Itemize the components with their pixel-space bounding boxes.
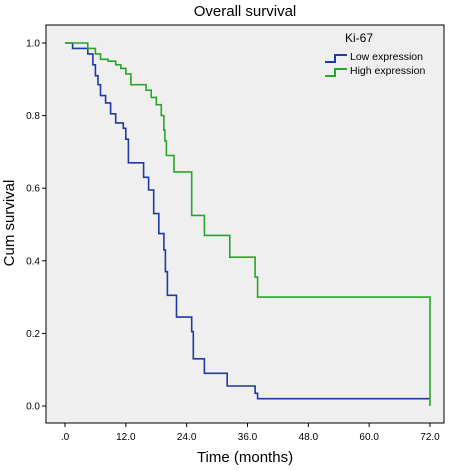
x-tick-label: 72.0 xyxy=(420,432,440,443)
legend-label-low-expression: Low expression xyxy=(350,51,423,63)
x-tick-label: 24.0 xyxy=(177,432,197,443)
y-tick-label: 1.0 xyxy=(26,39,40,50)
y-tick-label: 0.4 xyxy=(26,256,40,267)
x-axis-label: Time (months) xyxy=(197,449,293,466)
y-tick-label: 0.0 xyxy=(26,402,40,413)
y-axis-label: Cum survival xyxy=(1,180,18,267)
y-tick-label: 0.6 xyxy=(26,184,40,195)
y-tick-label: 0.2 xyxy=(26,329,40,340)
series-line-low-expression xyxy=(65,42,430,400)
y-tick-label: 0.8 xyxy=(26,111,40,122)
series-layer xyxy=(65,42,431,406)
x-tick-label: 48.0 xyxy=(299,432,319,443)
legend-swatch-low-expression xyxy=(325,54,347,63)
y-axis-ticks: 0.0 0.2 0.4 0.6 0.8 1.0 xyxy=(26,39,46,413)
chart-title: Overall survival xyxy=(194,3,297,20)
x-axis-ticks: .0 12.0 24.0 36.0 48.0 60.0 72.0 xyxy=(61,423,440,443)
x-tick-label: 36.0 xyxy=(238,432,258,443)
legend: Ki-67 Low expression High expression xyxy=(325,31,425,77)
x-tick-label: .0 xyxy=(61,432,70,443)
plot-area xyxy=(45,24,445,424)
legend-label-high-expression: High expression xyxy=(350,65,425,77)
legend-title: Ki-67 xyxy=(345,31,373,45)
legend-swatch-high-expression xyxy=(325,68,347,77)
series-line-high-expression xyxy=(65,42,431,406)
x-tick-label: 12.0 xyxy=(116,432,136,443)
x-tick-label: 60.0 xyxy=(359,432,379,443)
